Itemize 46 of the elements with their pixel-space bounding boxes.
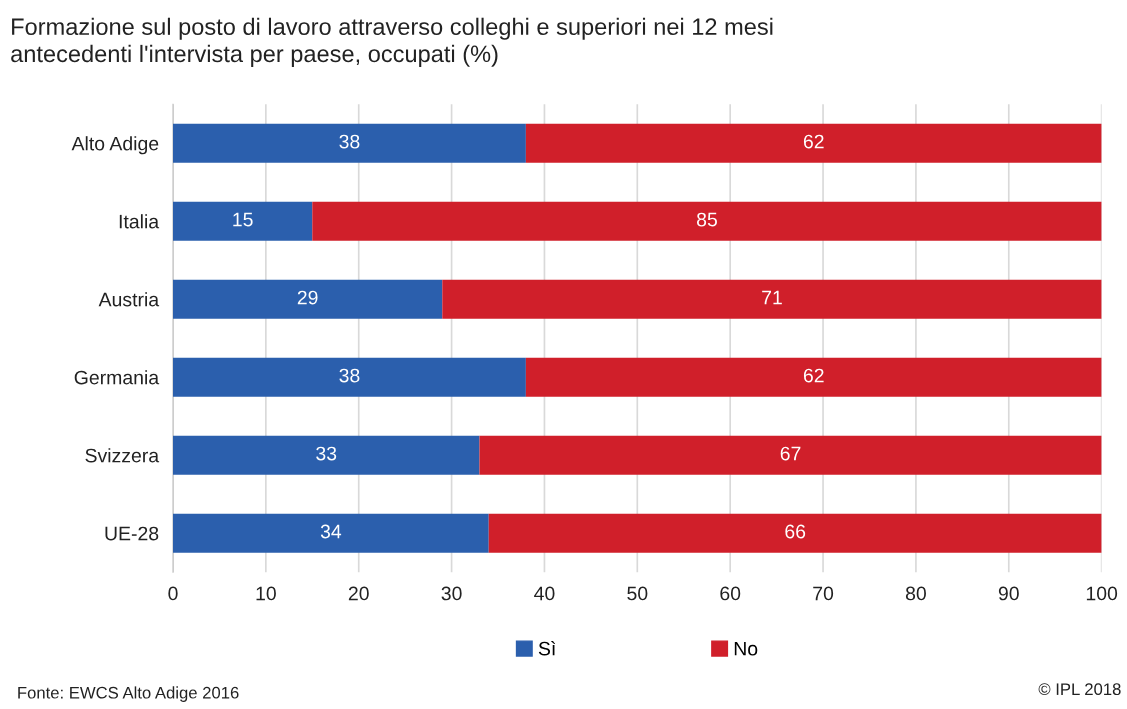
x-tick-label: 10 — [256, 586, 276, 601]
data-label: 66 — [785, 524, 806, 539]
x-tick-label: 70 — [813, 586, 834, 601]
x-tick-label: 80 — [905, 586, 926, 601]
data-label: 15 — [233, 212, 253, 227]
data-label: 71 — [762, 290, 782, 305]
x-tick-label: 0 — [168, 586, 178, 601]
bar — [312, 201, 1102, 241]
data-label: 67 — [780, 446, 801, 461]
bar — [172, 123, 526, 163]
y-tick-label: Germania — [74, 370, 160, 385]
bar — [525, 123, 1102, 163]
bar — [172, 357, 526, 397]
bar — [172, 279, 443, 319]
data-label: 33 — [316, 446, 337, 461]
bar — [525, 357, 1102, 397]
data-label: 85 — [697, 212, 717, 227]
y-tick-label: Alto Adige — [71, 136, 159, 155]
data-label: 62 — [803, 134, 824, 149]
bar — [172, 435, 480, 475]
bar — [479, 435, 1102, 475]
text: © IPL 2018 — [1038, 683, 1121, 696]
y-tick-label: Svizzera — [85, 448, 160, 463]
data-label: 38 — [339, 368, 360, 383]
x-tick-label: 40 — [534, 586, 555, 601]
data-label: 62 — [803, 368, 824, 383]
x-tick-label: 50 — [627, 586, 648, 601]
bar — [172, 201, 313, 241]
bar — [488, 513, 1102, 553]
bar — [442, 279, 1102, 319]
x-tick-label: 90 — [998, 586, 1019, 601]
chart-title: Formazione sul posto di lavoro attraverso colleghi e superiori nei 12 mesi antecedenti l'intervista per paese, occupati (%) — [11, 17, 773, 67]
data-label: 34 — [320, 524, 342, 539]
data-label: 29 — [297, 290, 318, 305]
source-note: Fonte: EWCS Alto Adige 2016 — [18, 686, 239, 702]
x-tick-label: 30 — [441, 586, 462, 601]
y-tick-label: Italia — [119, 214, 160, 229]
legend-label: Sì — [538, 641, 556, 656]
x-tick-label: 20 — [348, 586, 369, 601]
x-tick-label: 100 — [1086, 586, 1118, 601]
x-tick-label: 60 — [720, 586, 741, 601]
bar — [172, 513, 489, 553]
y-tick-label: UE-28 — [105, 526, 159, 541]
y-tick-label: Austria — [98, 292, 160, 307]
legend-label: No — [734, 641, 758, 656]
data-label: 38 — [339, 134, 360, 149]
